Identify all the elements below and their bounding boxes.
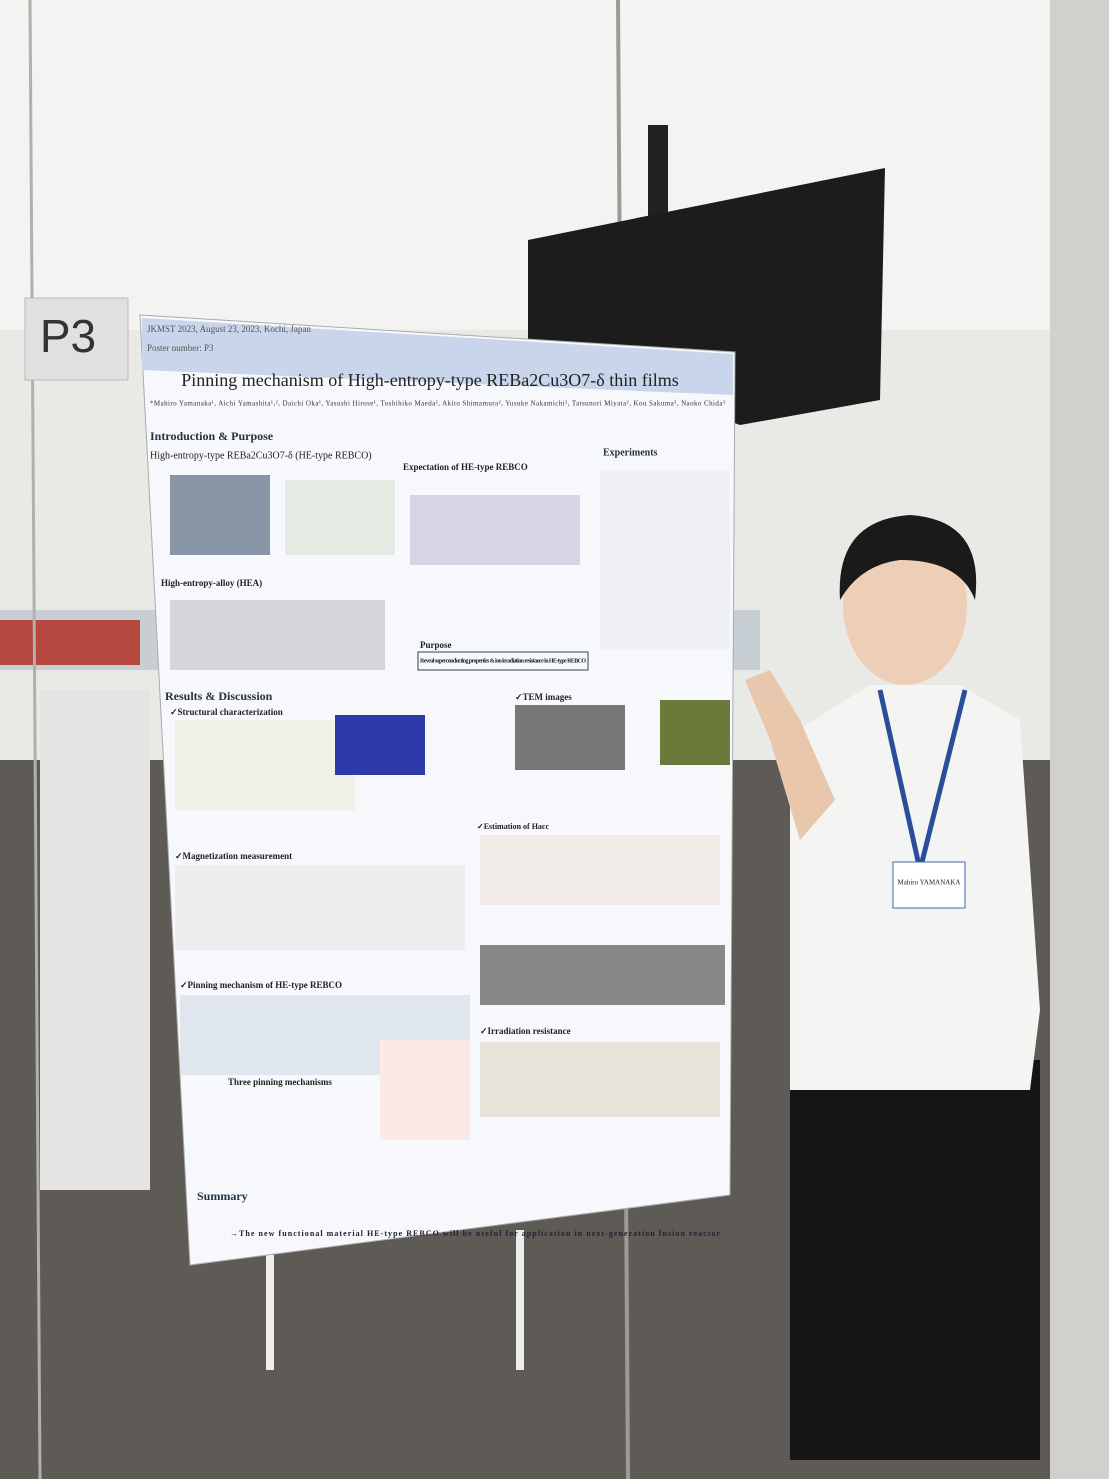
section-heading: Introduction & Purpose [150, 429, 274, 443]
sign [24, 297, 129, 381]
glass-frame [28, 0, 42, 1479]
figure [285, 480, 395, 555]
summary-final: →The new functional material HE-type REB… [230, 1229, 720, 1238]
roof [0, 620, 140, 665]
figure [480, 1042, 720, 1117]
figure [515, 705, 625, 770]
figure [410, 495, 580, 565]
name-tag [892, 861, 966, 909]
subheading: ✓Magnetization measurement [175, 851, 292, 861]
figure [335, 715, 425, 775]
figure [175, 865, 465, 950]
conference: JKMST 2023, August 23, 2023, Kochi, Japa… [147, 324, 311, 334]
purpose-box [417, 651, 589, 671]
figure [175, 720, 355, 810]
subheading: ✓Structural characterization [170, 707, 283, 717]
poster-number: Poster number: P3 [147, 343, 214, 353]
figure [170, 600, 385, 670]
name-tag-label: Mahiro YAMANAKA [898, 879, 961, 887]
door-frame [1050, 0, 1109, 1479]
figure [480, 945, 725, 1005]
poster-header [142, 318, 733, 395]
subheading: Three pinning mechanisms [228, 1077, 332, 1087]
subheading: ✓Irradiation resistance [480, 1026, 571, 1036]
figure [380, 1040, 470, 1140]
section-heading: Results & Discussion [165, 689, 273, 703]
figure [600, 470, 730, 650]
section-heading: Summary [197, 1189, 248, 1203]
arm [745, 670, 835, 840]
authors: *Mahiro Yamanaka¹, Aichi Yamashita¹,², D… [150, 400, 725, 408]
purpose: Reveal superconducting properties & ion … [420, 658, 586, 664]
subheading: High-entropy-alloy (HEA) [161, 578, 262, 588]
subheading: High-entropy-type REBa2Cu3O7-δ (HE-type … [150, 450, 372, 461]
sign-label: P3 [40, 310, 96, 362]
pants [790, 1060, 1040, 1460]
figure [660, 700, 730, 765]
subheading: ✓Estimation of Hacc [477, 822, 549, 831]
hair [839, 515, 977, 600]
subheading: ✓Pinning mechanism of HE-type REBCO [180, 980, 342, 990]
subheading: Expectation of HE-type REBCO [403, 462, 528, 472]
figure [480, 835, 720, 905]
section-heading: Experiments [603, 447, 658, 458]
poster-title: Pinning mechanism of High-entropy-type R… [181, 370, 678, 390]
subheading: ✓TEM images [515, 692, 572, 702]
figure [170, 475, 270, 555]
desk [40, 690, 150, 1190]
subheading: Purpose [420, 640, 452, 650]
